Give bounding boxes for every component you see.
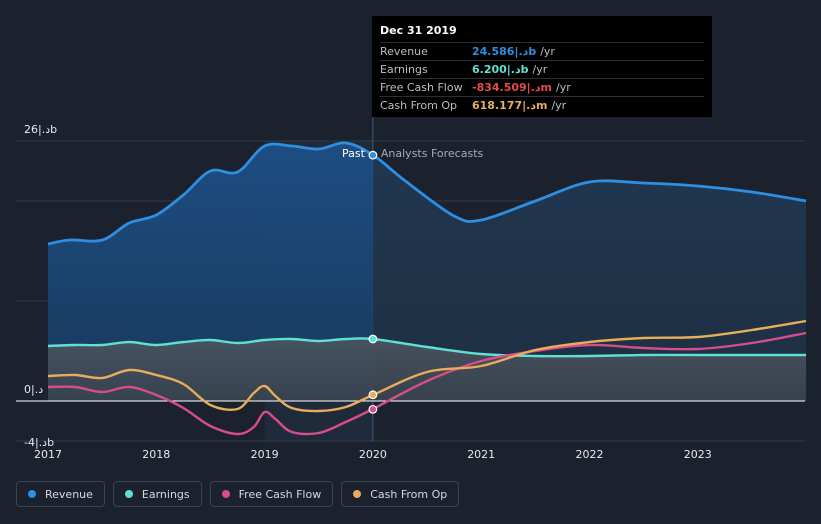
tooltip-row-label: Free Cash Flow <box>380 81 463 94</box>
tooltip-row-unit: /yr <box>551 99 567 112</box>
tooltip-row: Earnings 6.200|.دb/yr <box>380 60 704 78</box>
data-tooltip: Dec 31 2019 Revenue 24.586|.دb/yr Earnings… <box>372 16 712 117</box>
x-tick-label: 2017 <box>34 448 62 461</box>
y-tick-label: 0|.د <box>24 383 43 396</box>
tooltip-date: Dec 31 2019 <box>380 24 457 37</box>
past-label: Past <box>342 147 366 160</box>
tooltip-row-value: -834.509|.دm <box>472 81 552 94</box>
tooltip-row: Free Cash Flow -834.509|.دm/yr <box>380 78 704 96</box>
legend-dot-icon <box>124 490 133 498</box>
tooltip-row-label: Cash From Op <box>380 99 458 112</box>
x-tick-label: 2018 <box>142 448 170 461</box>
cfo-highlight-point <box>368 390 378 400</box>
highlight-markers <box>368 150 378 414</box>
tooltip-row-value: 6.200|.دb <box>472 63 529 76</box>
legend-dot-icon <box>221 490 230 498</box>
area-fills <box>48 142 807 401</box>
tooltip-row-label: Earnings <box>380 63 428 76</box>
tooltip-row-value: 618.177|.دm <box>472 99 548 112</box>
legend-item-cash-from-op[interactable]: Cash From Op <box>341 481 460 507</box>
revenue-highlight-point <box>368 150 378 160</box>
revenue-area-past <box>48 142 373 401</box>
x-tick-label: 2022 <box>576 448 604 461</box>
legend-item-earnings[interactable]: Earnings <box>112 481 202 507</box>
fcf-series-line <box>47 331 807 436</box>
earnings-area <box>48 338 807 401</box>
earnings-series-line <box>47 337 807 358</box>
x-tick-label: 2023 <box>684 448 712 461</box>
legend-item-revenue[interactable]: Revenue <box>16 481 105 507</box>
tooltip-row-unit: /yr <box>556 81 571 94</box>
tooltip-row-value: 24.586|.دb <box>472 45 537 58</box>
legend-label: Revenue <box>45 487 93 501</box>
series-lines <box>16 141 807 436</box>
y-tick-label: -4|.دb <box>24 436 54 449</box>
tooltip-row: Revenue 24.586|.دb/yr <box>380 42 704 60</box>
legend-label: Cash From Op <box>370 487 448 501</box>
revenue-area-forecast <box>372 154 807 401</box>
forecast-label: Analysts Forecasts <box>381 147 484 160</box>
tooltip-row-unit: /yr <box>540 45 555 58</box>
x-tick-label: 2019 <box>251 448 279 461</box>
legend-dot-icon <box>28 490 36 498</box>
tooltip-row-unit: /yr <box>532 63 548 76</box>
earnings-highlight-point <box>368 334 378 344</box>
legend-dot-icon <box>353 490 362 498</box>
y-tick-label: 26|.دb <box>24 123 57 136</box>
tooltip-row-label: Revenue <box>380 45 428 58</box>
axis-labels: Past Analysts Forecasts26|.دb0|.د-4|.دb20… <box>24 123 712 461</box>
legend-label: Earnings <box>141 487 190 501</box>
legend-item-free-cash-flow[interactable]: Free Cash Flow <box>209 481 334 507</box>
cfo-series-line <box>47 319 807 413</box>
legend-label: Free Cash Flow <box>238 487 322 501</box>
x-tick-label: 2021 <box>467 448 495 461</box>
fcf-highlight-point <box>368 404 378 414</box>
tooltip-row: Cash From Op 618.177|.دm/yr <box>380 96 704 114</box>
chart-legend: Revenue Earnings Free Cash Flow Cash From O… <box>16 481 460 507</box>
revenue-series-line <box>47 141 807 246</box>
x-tick-label: 2020 <box>359 448 387 461</box>
